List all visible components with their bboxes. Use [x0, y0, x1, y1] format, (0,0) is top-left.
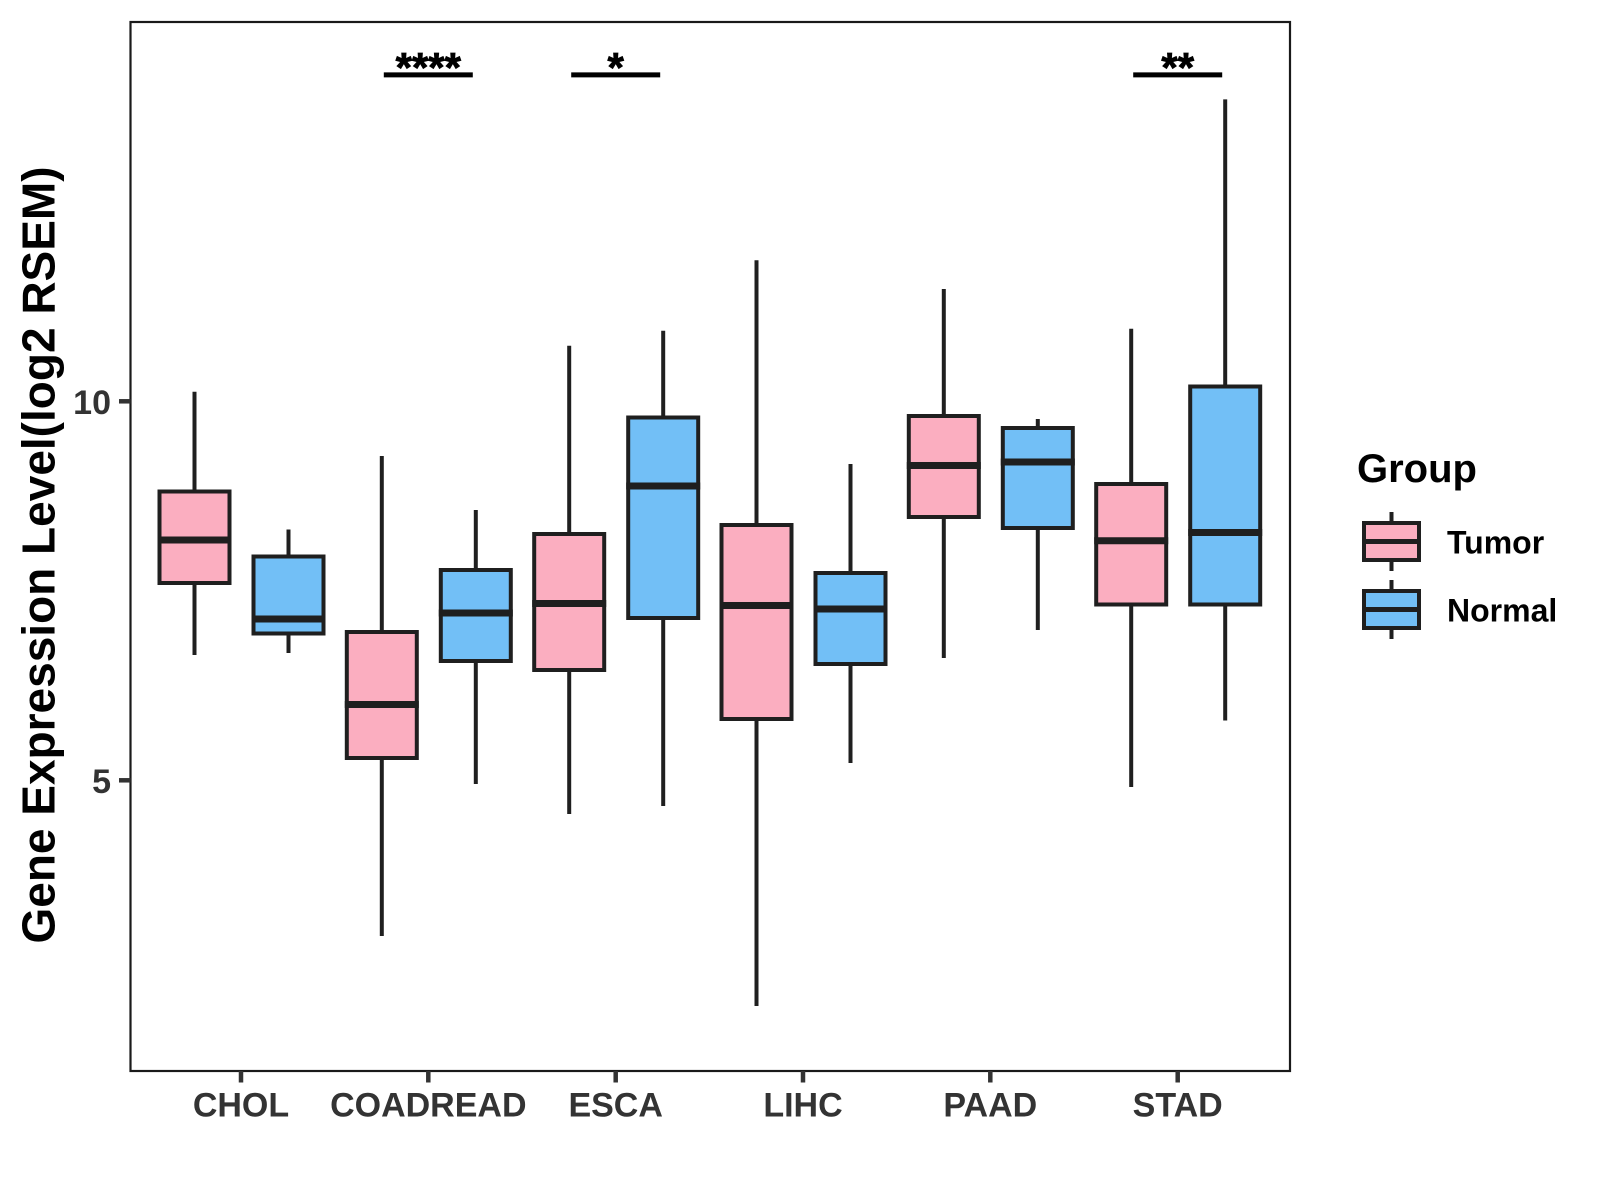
- svg-text:5: 5: [92, 763, 111, 801]
- svg-text:Tumor: Tumor: [1447, 525, 1544, 561]
- svg-text:STAD: STAD: [1133, 1087, 1223, 1125]
- svg-text:10: 10: [73, 384, 111, 422]
- svg-text:Group: Group: [1357, 447, 1477, 491]
- svg-text:Normal: Normal: [1447, 593, 1557, 629]
- svg-text:COADREAD: COADREAD: [330, 1087, 526, 1125]
- svg-text:*: *: [608, 44, 625, 91]
- svg-text:LIHC: LIHC: [763, 1087, 842, 1125]
- svg-text:PAAD: PAAD: [943, 1087, 1037, 1125]
- svg-text:****: ****: [396, 44, 462, 91]
- svg-text:**: **: [1161, 44, 1194, 91]
- svg-text:CHOL: CHOL: [193, 1087, 289, 1125]
- svg-text:ESCA: ESCA: [568, 1087, 662, 1125]
- svg-text:Gene Expression Level(log2 RSE: Gene Expression Level(log2 RSEM): [13, 166, 65, 943]
